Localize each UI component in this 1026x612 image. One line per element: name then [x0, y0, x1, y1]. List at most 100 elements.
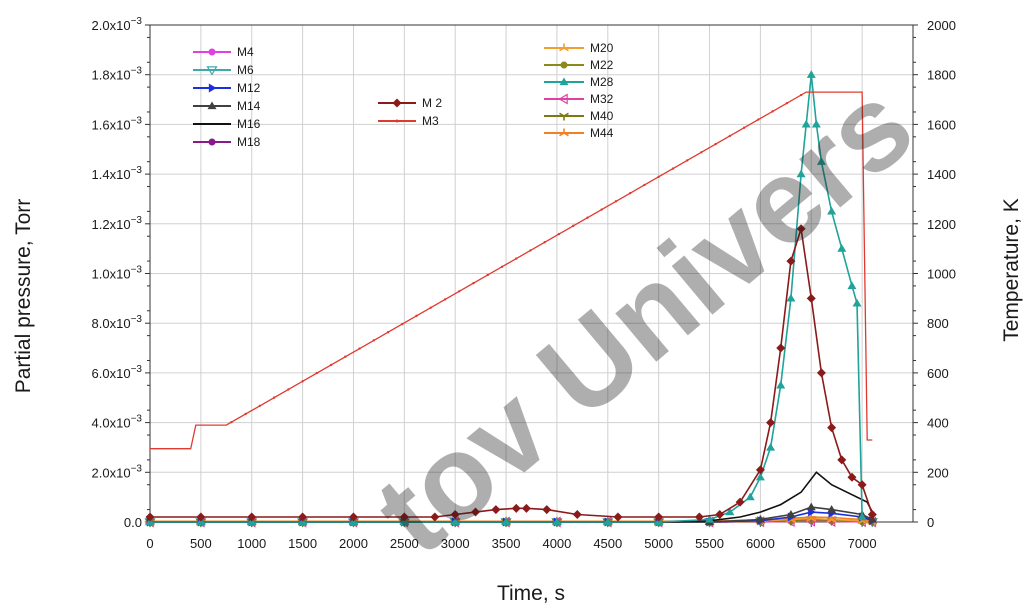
x-tick-label: 500	[190, 536, 212, 551]
data-point-m3	[401, 322, 404, 326]
legend-marker-m2	[392, 98, 402, 108]
series-line-m3	[150, 91, 873, 450]
x-tick-label: 7000	[848, 536, 877, 551]
data-point-m28	[552, 517, 562, 526]
data-point-m3	[358, 347, 361, 350]
data-point-m2	[298, 512, 308, 522]
data-point-m3	[529, 249, 532, 252]
x-tick-label: 3500	[492, 536, 521, 551]
y-left-tick-label: 1.4x10−3	[92, 165, 143, 182]
data-point-m14	[786, 510, 796, 518]
data-point-m3	[301, 380, 304, 383]
x-tick-label: 1000	[237, 536, 266, 551]
data-point-m3	[329, 363, 333, 367]
axes: 0 500 1000 1500 2000 2500 3000 3500 4000 4500 5000…	[92, 16, 956, 551]
data-point-m3	[258, 404, 262, 408]
y-left-tick-label: 1.8x10−3	[92, 66, 143, 83]
legend-label-m16: M16	[237, 117, 261, 131]
data-point-m2	[471, 507, 481, 517]
legend-label-m22: M22	[590, 58, 614, 72]
legend-label-m14: M14	[237, 99, 261, 113]
data-point-m28	[725, 507, 735, 516]
data-point-m3	[315, 371, 319, 375]
data-point-m2	[572, 510, 582, 520]
data-point-m14	[827, 505, 837, 513]
data-point-m3	[742, 126, 746, 129]
data-point-m3	[771, 110, 774, 113]
data-point-m3	[728, 134, 732, 138]
y-axis-left-title: Partial pressure, Torr	[12, 199, 35, 394]
data-point-m28	[801, 119, 811, 128]
data-point-m3	[486, 273, 489, 277]
y-left-tick-label: 1.0x10−3	[92, 265, 143, 282]
x-tick-label: 5500	[695, 536, 724, 551]
x-tick-label: 3000	[441, 536, 470, 551]
legend-label-m12: M12	[237, 81, 261, 95]
data-point-m2	[654, 512, 664, 522]
legend-label-m6: M6	[237, 63, 254, 77]
data-point-m3	[671, 167, 675, 170]
data-point-m28	[806, 70, 816, 78]
legend-marker-m22	[560, 61, 568, 69]
data-point-m2	[450, 510, 460, 520]
data-point-m3	[429, 306, 432, 309]
data-point-m2	[796, 224, 806, 234]
data-point-m3	[657, 175, 660, 179]
data-point-m2	[776, 343, 786, 353]
y-left-tick-label: 1.2x10−3	[92, 215, 143, 232]
legend-label-m4: M4	[237, 45, 254, 59]
data-point-m3	[685, 159, 689, 162]
y-right-tick-label: 0	[927, 515, 934, 530]
x-tick-label: 0	[146, 536, 153, 551]
legend-marker-m12	[208, 83, 217, 93]
data-point-m3	[344, 355, 347, 358]
data-point-m2	[694, 512, 704, 522]
y-left-tick-label: 2.0x10−3	[92, 16, 143, 33]
series-layer	[144, 70, 878, 528]
data-point-m28	[847, 281, 857, 290]
data-point-m2	[837, 455, 847, 465]
y-right-tick-label: 1000	[927, 267, 956, 282]
data-point-m2	[857, 480, 867, 490]
data-point-m28	[796, 169, 806, 178]
data-point-m3	[515, 257, 518, 260]
y-axis-right-title: Temperature, K	[1000, 198, 1023, 342]
legend-marker-m28	[559, 77, 569, 86]
data-point-m2	[348, 512, 358, 522]
data-point-m2	[735, 497, 745, 507]
legend-marker-m3	[395, 119, 399, 123]
data-point-m2	[786, 256, 796, 266]
data-point-m2	[867, 510, 877, 520]
legend-marker-m4	[208, 48, 216, 56]
data-point-m28	[745, 492, 755, 501]
data-point-m3	[700, 151, 703, 154]
legend-label-m20: M20	[590, 41, 614, 55]
y-left-tick-label: 2.0x10−3	[92, 463, 143, 480]
legend-label-m18: M18	[237, 135, 261, 149]
data-point-m2	[806, 293, 816, 303]
data-point-m3	[386, 330, 390, 334]
data-point-m3	[586, 216, 589, 219]
data-point-m2	[755, 465, 765, 475]
y-right-tick-label: 2000	[927, 18, 956, 33]
y-left-tick-label: 6.0x10−3	[92, 364, 143, 381]
y-right-tick-label: 1600	[927, 117, 956, 132]
data-point-m3	[287, 388, 290, 391]
x-tick-label: 4500	[593, 536, 622, 551]
data-point-m3	[572, 224, 575, 228]
data-point-m2	[399, 512, 409, 522]
data-point-m14	[755, 515, 765, 523]
data-point-m2	[613, 512, 623, 522]
data-point-m2	[816, 368, 826, 378]
data-point-m3	[799, 93, 803, 97]
data-point-m2	[521, 503, 531, 513]
data-point-m2	[715, 510, 725, 520]
x-axis-title: Time, s	[497, 582, 565, 605]
data-point-m28	[766, 442, 776, 451]
x-tick-label: 6500	[797, 536, 826, 551]
y-right-tick-label: 200	[927, 465, 949, 480]
data-point-m3	[714, 142, 717, 146]
legend-label-m2: M 2	[422, 96, 442, 110]
legend-label-m40: M40	[590, 109, 614, 123]
data-point-m28	[450, 517, 460, 526]
